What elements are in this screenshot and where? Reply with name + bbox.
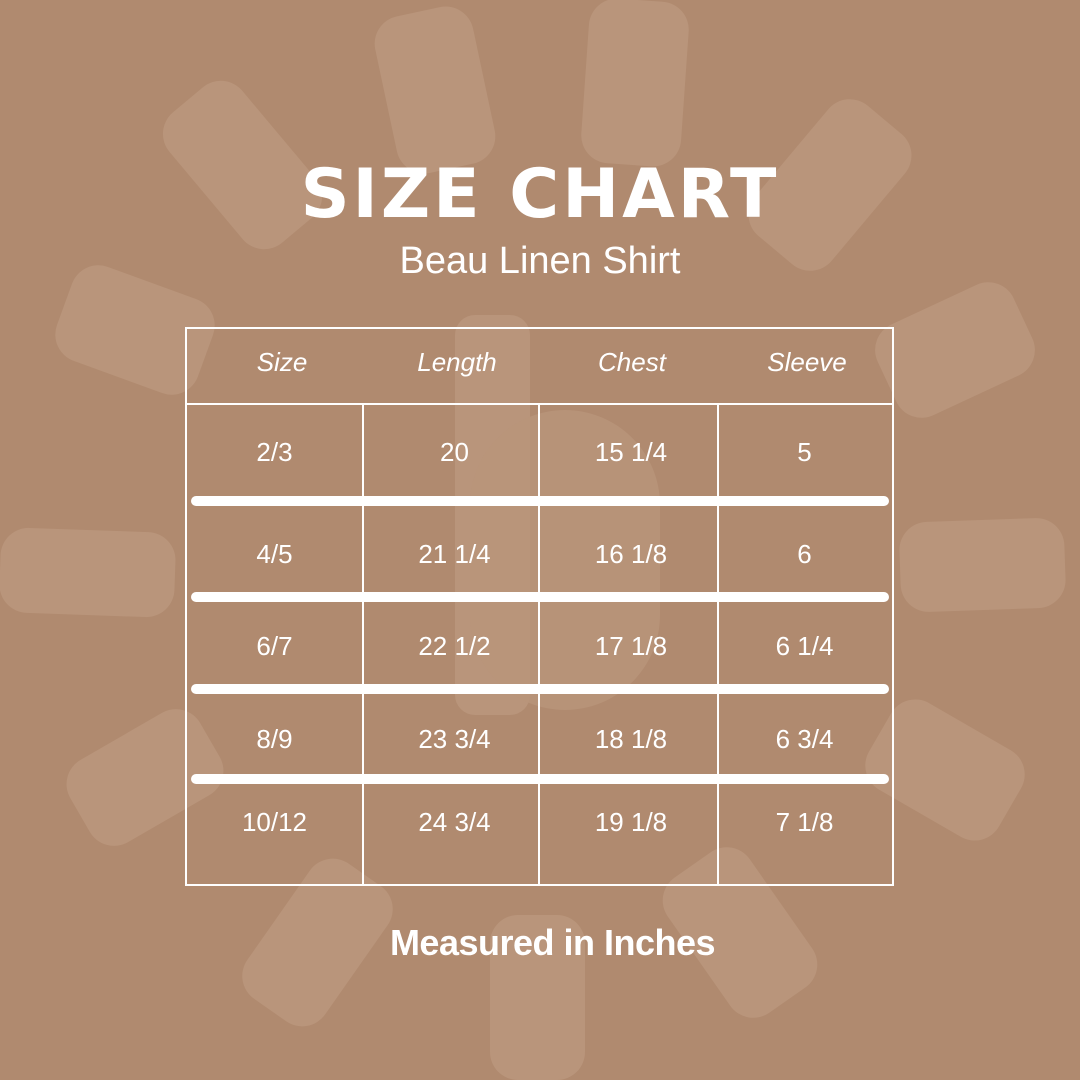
decor-shape	[369, 1, 501, 179]
header-divider	[187, 403, 892, 405]
header-size: Size	[256, 347, 308, 377]
table-cell: 21 1/4	[418, 539, 491, 569]
table-cell: 17 1/8	[594, 631, 668, 661]
table-cell: 16 1/8	[594, 539, 668, 569]
row-divider	[191, 774, 889, 784]
table-cell: 2/3	[256, 437, 293, 467]
size-table: Size Length Chest Sleeve 2/3 20 15 1/4 5 4/5…	[185, 327, 894, 886]
row-divider	[191, 592, 889, 602]
table-cell: 6 3/4	[775, 724, 834, 754]
column-divider	[362, 405, 364, 884]
table-cell: 18 1/8	[594, 724, 668, 754]
table-cell: 6/7	[256, 631, 293, 661]
table-cell: 10/12	[241, 807, 308, 837]
row-divider	[191, 684, 889, 694]
row-divider	[191, 496, 889, 506]
header-chest: Chest	[598, 347, 666, 377]
table-cell: 15 1/4	[594, 437, 668, 467]
table-cell: 8/9	[256, 724, 293, 754]
column-divider	[538, 405, 540, 884]
decor-shape	[470, 410, 660, 710]
footer-note: Measured in Inches	[389, 922, 716, 963]
page-title: SIZE CHART	[300, 155, 780, 234]
table-cell: 6 1/4	[775, 631, 834, 661]
table-cell: 20	[440, 437, 469, 467]
table-cell: 23 3/4	[418, 724, 491, 754]
table-cell: 22 1/2	[418, 631, 491, 661]
decor-shape	[898, 517, 1067, 613]
page-subtitle: Beau Linen Shirt	[399, 240, 681, 282]
decor-shape	[0, 526, 177, 619]
decor-shape	[579, 0, 691, 169]
header-sleeve: Sleeve	[767, 347, 847, 377]
table-cell: 6	[797, 539, 812, 569]
decor-shape	[490, 915, 585, 1080]
table-cell: 5	[797, 437, 812, 467]
column-divider	[717, 405, 719, 884]
table-cell: 7 1/8	[775, 807, 834, 837]
table-cell: 4/5	[256, 539, 293, 569]
header-length: Length	[417, 347, 497, 377]
table-cell: 24 3/4	[418, 807, 491, 837]
table-cell: 19 1/8	[594, 807, 668, 837]
